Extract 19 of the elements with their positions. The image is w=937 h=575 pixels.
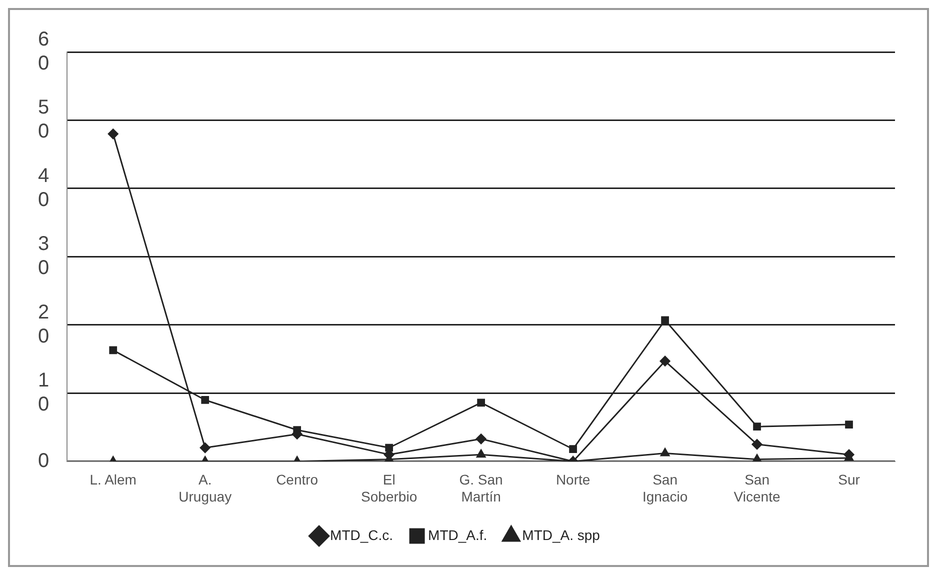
x-tick-label: L. Alem (90, 472, 136, 488)
x-tick-label: Centro (276, 472, 318, 488)
x-tick-label: El Soberbio (361, 472, 418, 504)
x-tick-label: San Vicente (734, 472, 780, 504)
x-tick-label: G. San Martín (459, 472, 503, 504)
y-tick-label: 4 0 (38, 164, 50, 211)
legend-label: MTD_C.c. (330, 526, 394, 543)
legend-label: MTD_A. spp (522, 526, 600, 543)
y-tick-label: 3 0 (38, 233, 50, 280)
y-tick-label: 0 (38, 450, 50, 472)
x-tick-label: Norte (556, 472, 590, 488)
x-tick-label: San Ignacio (642, 472, 688, 504)
legend-label: MTD_A.f. (428, 526, 488, 543)
y-tick-label: 5 0 (38, 96, 50, 143)
y-tick-label: 2 0 (38, 301, 50, 348)
y-tick-label: 6 0 (38, 28, 50, 75)
x-tick-label: Sur (838, 472, 860, 488)
x-tick-label: A. Uruguay (178, 472, 232, 504)
y-tick-label: 1 0 (38, 370, 50, 416)
